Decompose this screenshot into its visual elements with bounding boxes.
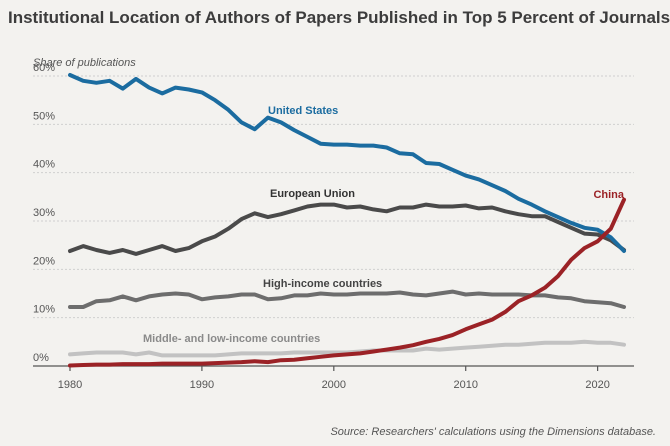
series-label-united-states: United States bbox=[268, 105, 338, 117]
series-label-high-income-countries: High-income countries bbox=[263, 278, 382, 290]
y-tick-label: 30% bbox=[33, 207, 55, 219]
y-tick-label: 20% bbox=[33, 255, 55, 267]
series-line-china bbox=[68, 197, 626, 368]
x-tick-label: 2020 bbox=[585, 379, 609, 391]
y-tick-label: 40% bbox=[33, 159, 55, 171]
series-line-european-union bbox=[68, 202, 626, 256]
y-tick-label: 10% bbox=[33, 304, 55, 316]
x-tick-label: 2010 bbox=[453, 379, 477, 391]
series-line-united-states bbox=[68, 73, 626, 253]
series-line-high-income-countries bbox=[68, 289, 626, 309]
x-tick-label: 1990 bbox=[190, 379, 214, 391]
source-note: Source: Researchers' calculations using … bbox=[330, 426, 656, 438]
y-tick-label: 60% bbox=[33, 62, 55, 74]
series-label-middle-and-low-income-countries: Middle- and low-income countries bbox=[143, 333, 320, 345]
chart-title: Institutional Location of Authors of Pap… bbox=[8, 8, 670, 27]
y-tick-label: 50% bbox=[33, 110, 55, 122]
x-tick-label: 1980 bbox=[58, 379, 82, 391]
series-label-european-union: European Union bbox=[270, 188, 355, 200]
x-tick-label: 2000 bbox=[322, 379, 346, 391]
y-tick-label: 0% bbox=[33, 352, 49, 364]
y-axis-label: Share of publications bbox=[33, 57, 136, 69]
series-label-china: China bbox=[593, 189, 624, 201]
